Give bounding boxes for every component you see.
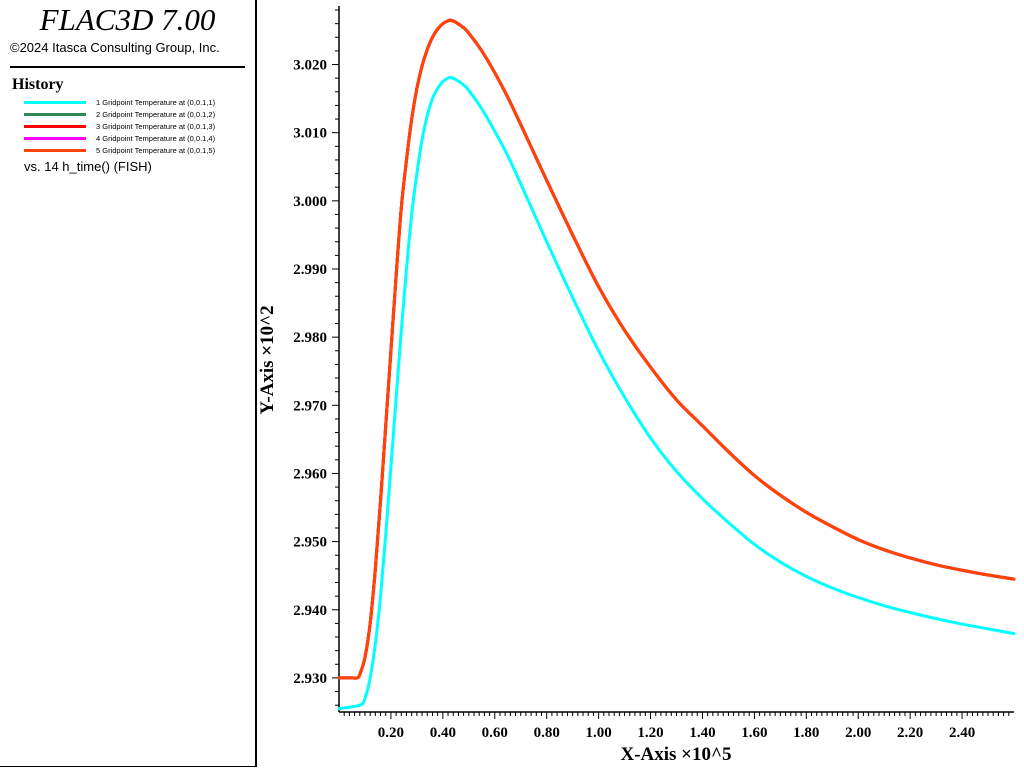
- copyright-text: ©2024 Itasca Consulting Group, Inc.: [10, 40, 220, 55]
- y-tick-label: 2.950: [293, 535, 327, 551]
- app-title: FLAC3D 7.00: [39, 2, 216, 37]
- x-tick-label: 1.20: [637, 725, 663, 741]
- series-line-5: [337, 18, 1016, 680]
- series-line-3: [337, 18, 1016, 680]
- x-tick-label: 0.40: [430, 725, 456, 741]
- series-line-4: [337, 18, 1016, 680]
- legend-swatch-5: [24, 149, 86, 152]
- legend-label-3: 3 Gridpoint Temperature at (0,0.1,3): [96, 122, 216, 131]
- legend-label-4: 4 Gridpoint Temperature at (0,0.1,4): [96, 134, 216, 143]
- legend-swatch-2: [24, 113, 86, 116]
- chart-canvas: 0.20 0.40 0.60 0.80 1.00 1.20 1.40 1.60 1.80 2.00…: [257, 6, 1016, 765]
- x-tick-label: 2.00: [845, 725, 871, 741]
- history-heading: History: [12, 76, 64, 93]
- axes: [332, 6, 1014, 719]
- y-tick-label: 2.970: [293, 398, 327, 414]
- series-lines: [337, 18, 1016, 711]
- y-tick-label: 2.940: [293, 603, 327, 619]
- x-axis-title: X-Axis ×10^5: [620, 744, 731, 765]
- x-series-label: vs. 14 h_time() (FISH): [24, 159, 152, 174]
- x-tick-label: 2.40: [949, 725, 975, 741]
- legend-label-2: 2 Gridpoint Temperature at (0,0.1,2): [96, 110, 216, 119]
- legend-label-1: 1 Gridpoint Temperature at (0,0.1,1): [96, 98, 216, 107]
- axis-labels: 0.20 0.40 0.60 0.80 1.00 1.20 1.40 1.60 1.80 2.00…: [257, 58, 975, 765]
- x-tick-label: 0.60: [482, 725, 508, 741]
- legend-panel: FLAC3D 7.00 ©2024 Itasca Consulting Grou…: [0, 0, 257, 767]
- y-tick-label: 3.000: [293, 194, 327, 210]
- y-tick-label: 3.020: [293, 58, 327, 74]
- series-line-2: [337, 18, 1016, 680]
- x-tick-label: 1.40: [689, 725, 715, 741]
- x-tick-label: 0.80: [534, 725, 560, 741]
- y-tick-label: 2.980: [293, 330, 327, 346]
- legend-label-5: 5 Gridpoint Temperature at (0,0.1,5): [96, 146, 216, 155]
- y-axis-title: Y-Axis ×10^2: [257, 305, 278, 414]
- x-tick-label: 0.20: [378, 725, 404, 741]
- y-tick-label: 2.990: [293, 262, 327, 278]
- series-line-1: [337, 75, 1016, 711]
- x-tick-label: 2.20: [897, 725, 923, 741]
- x-tick-label: 1.60: [741, 725, 767, 741]
- y-tick-label: 2.930: [293, 671, 327, 687]
- title-divider: [10, 66, 245, 68]
- legend-swatch-3: [24, 125, 86, 128]
- x-tick-label: 1.80: [793, 725, 819, 741]
- x-tick-label: 1.00: [585, 725, 611, 741]
- legend-swatch-1: [24, 101, 86, 104]
- legend-swatch-4: [24, 137, 86, 140]
- y-tick-label: 3.010: [293, 126, 327, 142]
- y-tick-label: 2.960: [293, 466, 327, 482]
- plot-panel: 0.20 0.40 0.60 0.80 1.00 1.20 1.40 1.60 1.80 2.00…: [256, 0, 1024, 768]
